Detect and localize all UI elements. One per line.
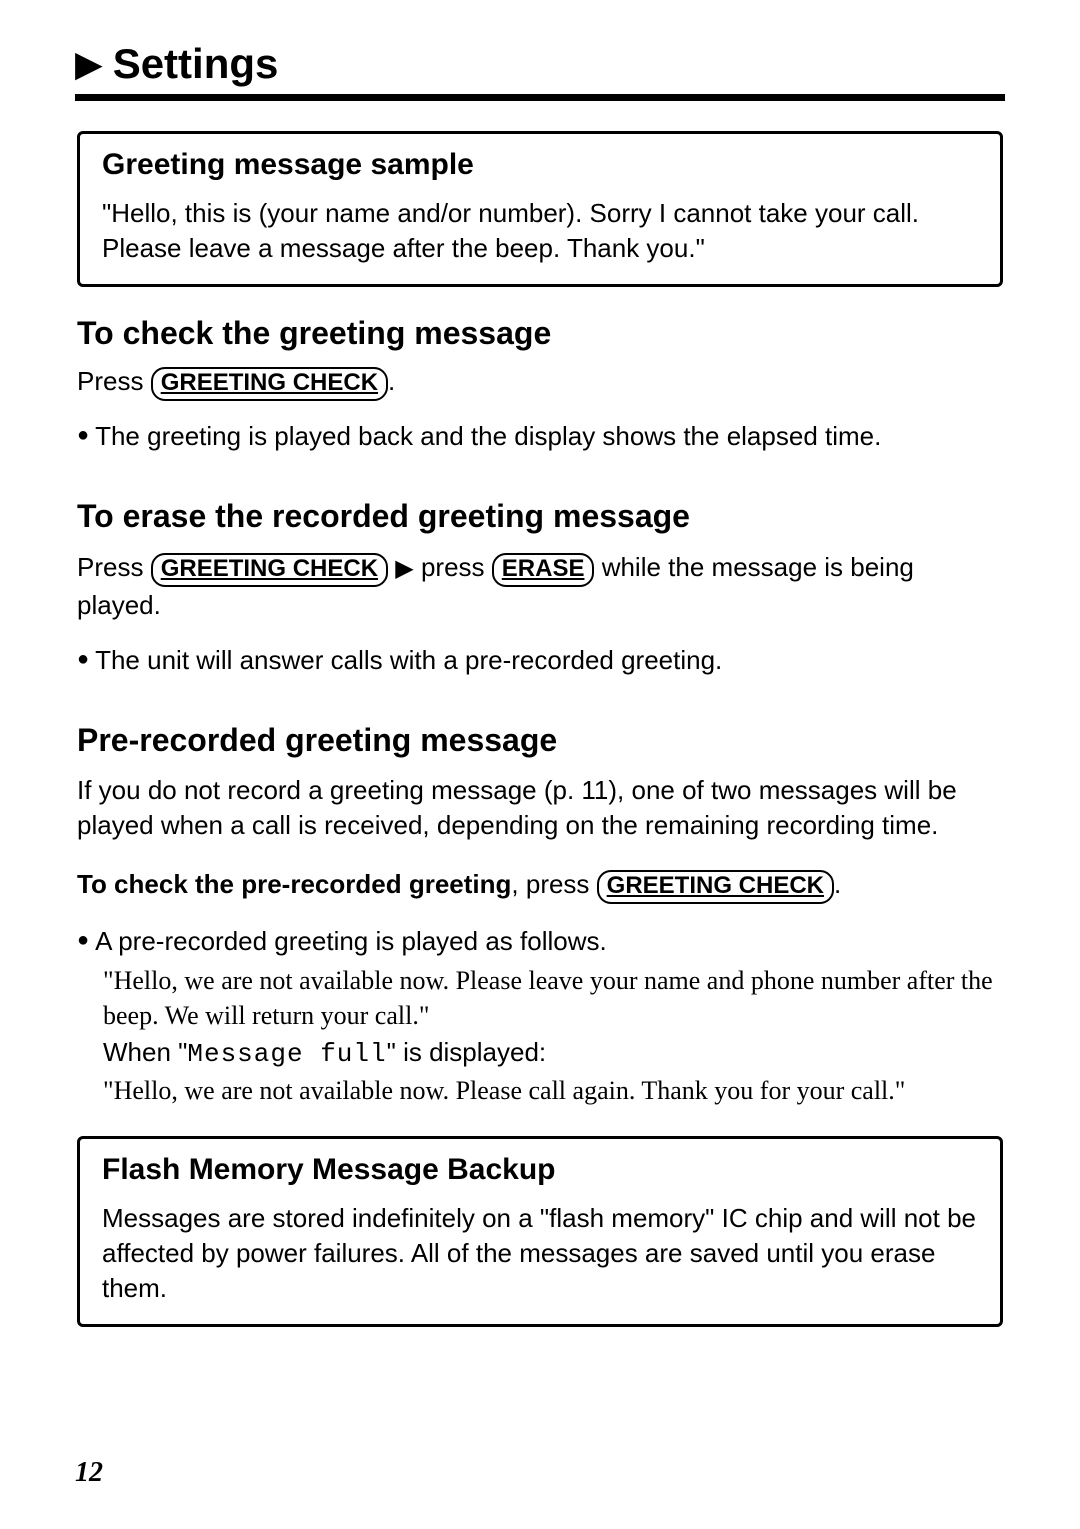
press-prefix: Press: [77, 366, 151, 396]
prerecorded-quote2: "Hello, we are not available now. Please…: [103, 1073, 1003, 1108]
when-line: When "Message full" is displayed:: [103, 1037, 1003, 1069]
check-greeting-press-line: Press GREETING CHECK.: [77, 366, 1003, 401]
bullet-text: A pre-recorded greeting is played as fol…: [95, 924, 607, 959]
period: .: [388, 366, 395, 396]
check-bold: To check the pre-recorded greeting: [77, 869, 511, 899]
bullet-icon: ●: [77, 924, 89, 956]
greeting-sample-text: "Hello, this is (your name and/or number…: [102, 196, 978, 266]
check-greeting-bullet: ● The greeting is played back and the di…: [77, 419, 1003, 454]
erase-button-label: ERASE: [492, 553, 595, 587]
when-prefix: When ": [103, 1037, 187, 1067]
bullet-text: The greeting is played back and the disp…: [95, 419, 881, 454]
bullet-icon: ●: [77, 643, 89, 675]
flash-title: Flash Memory Message Backup: [102, 1153, 978, 1187]
prerecorded-section: Pre-recorded greeting message If you do …: [75, 722, 1005, 1108]
greeting-check-button-label: GREETING CHECK: [151, 553, 388, 587]
prerecorded-para: If you do not record a greeting message …: [77, 773, 1003, 843]
greeting-check-button-label: GREETING CHECK: [151, 367, 388, 401]
period: .: [834, 869, 841, 899]
greeting-sample-box: Greeting message sample "Hello, this is …: [77, 131, 1003, 287]
check-greeting-section: To check the greeting message Press GREE…: [75, 315, 1005, 454]
greeting-sample-title: Greeting message sample: [102, 148, 978, 182]
prerecorded-quote1: "Hello, we are not available now. Please…: [103, 963, 1003, 1033]
greeting-check-button-label: GREETING CHECK: [597, 870, 834, 904]
bullet-text: The unit will answer calls with a pre-re…: [95, 643, 722, 678]
erase-greeting-bullet: ● The unit will answer calls with a pre-…: [77, 643, 1003, 678]
bullet-icon: ●: [77, 419, 89, 451]
header-arrow-icon: ▶: [75, 46, 103, 82]
when-mono: Message full: [187, 1039, 386, 1069]
erase-greeting-section: To erase the recorded greeting message P…: [75, 498, 1005, 678]
page-title: Settings: [113, 40, 279, 88]
when-suffix: " is displayed:: [387, 1037, 547, 1067]
prerecorded-title: Pre-recorded greeting message: [77, 722, 1003, 759]
page-number: 12: [75, 1457, 103, 1489]
check-rest: , press: [511, 869, 596, 899]
flash-text: Messages are stored indefinitely on a "f…: [102, 1201, 978, 1306]
prerecorded-bullet: ● A pre-recorded greeting is played as f…: [77, 924, 1003, 959]
press-prefix: Press: [77, 552, 151, 582]
erase-greeting-press-line: Press GREETING CHECK ▶ press ERASE while…: [77, 549, 1003, 624]
press-mid: press: [414, 552, 492, 582]
arrow-right-icon: ▶: [395, 552, 413, 587]
erase-greeting-title: To erase the recorded greeting message: [77, 498, 1003, 535]
page-header: ▶ Settings: [75, 40, 1005, 101]
check-greeting-title: To check the greeting message: [77, 315, 1003, 352]
flash-memory-box: Flash Memory Message Backup Messages are…: [77, 1136, 1003, 1327]
prerecorded-check-line: To check the pre-recorded greeting, pres…: [77, 869, 1003, 904]
